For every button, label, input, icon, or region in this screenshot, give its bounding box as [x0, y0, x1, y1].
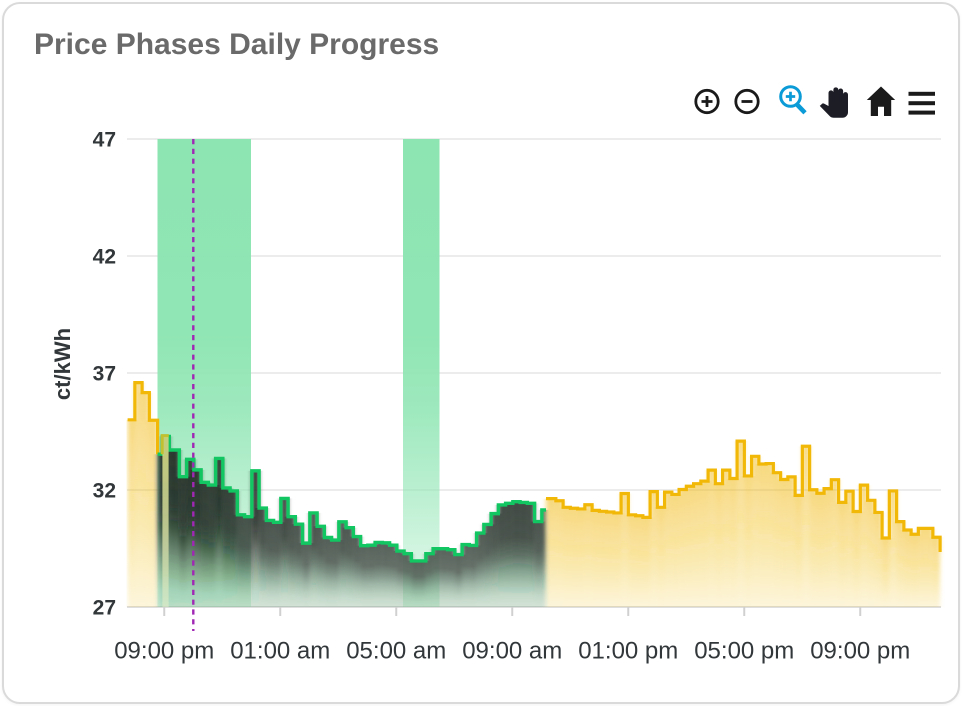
svg-text:09:00 pm: 09:00 pm [810, 638, 910, 665]
svg-text:32: 32 [93, 480, 116, 503]
svg-text:01:00 pm: 01:00 pm [578, 638, 678, 665]
svg-text:09:00 pm: 09:00 pm [114, 638, 214, 665]
svg-text:42: 42 [93, 246, 116, 269]
svg-text:27: 27 [93, 597, 116, 620]
svg-text:47: 47 [93, 129, 116, 152]
svg-text:Price Phases Daily Progress: Price Phases Daily Progress [34, 28, 439, 61]
svg-text:09:00 am: 09:00 am [462, 638, 562, 665]
svg-text:05:00 am: 05:00 am [346, 638, 446, 665]
svg-text:05:00 pm: 05:00 pm [694, 638, 794, 665]
svg-text:ct/kWh: ct/kWh [50, 328, 75, 400]
svg-text:01:00 am: 01:00 am [230, 638, 330, 665]
svg-text:37: 37 [93, 363, 116, 386]
